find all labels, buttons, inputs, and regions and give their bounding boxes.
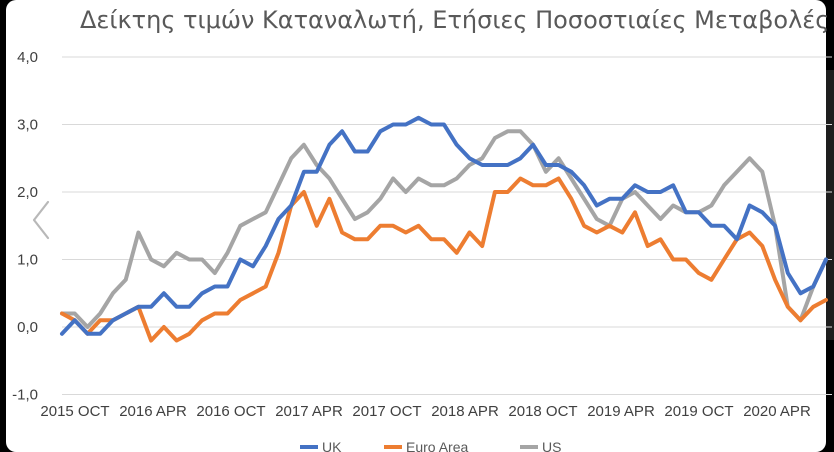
x-tick-label: 2016 APR [119, 403, 187, 420]
y-axis-ticks: -1,0 0,0 1,0 2,0 3,0 4,0 [12, 49, 38, 404]
x-tick-label: 2018 APR [431, 403, 499, 420]
x-axis-ticks: 2015 OCT 2016 APR 2016 OCT 2017 APR 2017 OCT… [40, 403, 811, 420]
y-tick-label: 2,0 [17, 184, 38, 201]
legend: UK Euro Area US [300, 439, 561, 452]
x-tick-label: 2017 APR [275, 403, 343, 420]
window-edge [826, 70, 834, 340]
y-tick-label: -1,0 [12, 387, 38, 404]
x-tick-label: 2017 OCT [352, 403, 421, 420]
y-tick-label: 4,0 [17, 49, 38, 66]
series-lines [60, 115, 828, 343]
x-tick-label: 2016 OCT [196, 403, 265, 420]
series-line-us [60, 129, 828, 329]
chart-title: Δείκτης τιμών Καταναλωτή, Ετήσιες Ποσοστ… [80, 6, 830, 34]
y-tick-label: 3,0 [17, 117, 38, 134]
series-line-euro-area [60, 176, 828, 343]
y-tick-label: 0,0 [17, 319, 38, 336]
x-tick-label: 2020 APR [743, 403, 811, 420]
legend-label: UK [322, 439, 342, 452]
x-tick-label: 2019 APR [587, 403, 655, 420]
x-tick-label: 2015 OCT [40, 403, 109, 420]
x-tick-label: 2019 OCT [664, 403, 733, 420]
chevron-left-icon[interactable] [26, 196, 60, 244]
legend-label: US [542, 439, 561, 452]
x-tick-label: 2018 OCT [508, 403, 577, 420]
series-line-uk [60, 115, 828, 336]
y-tick-label: 1,0 [17, 252, 38, 269]
legend-label: Euro Area [406, 439, 468, 452]
